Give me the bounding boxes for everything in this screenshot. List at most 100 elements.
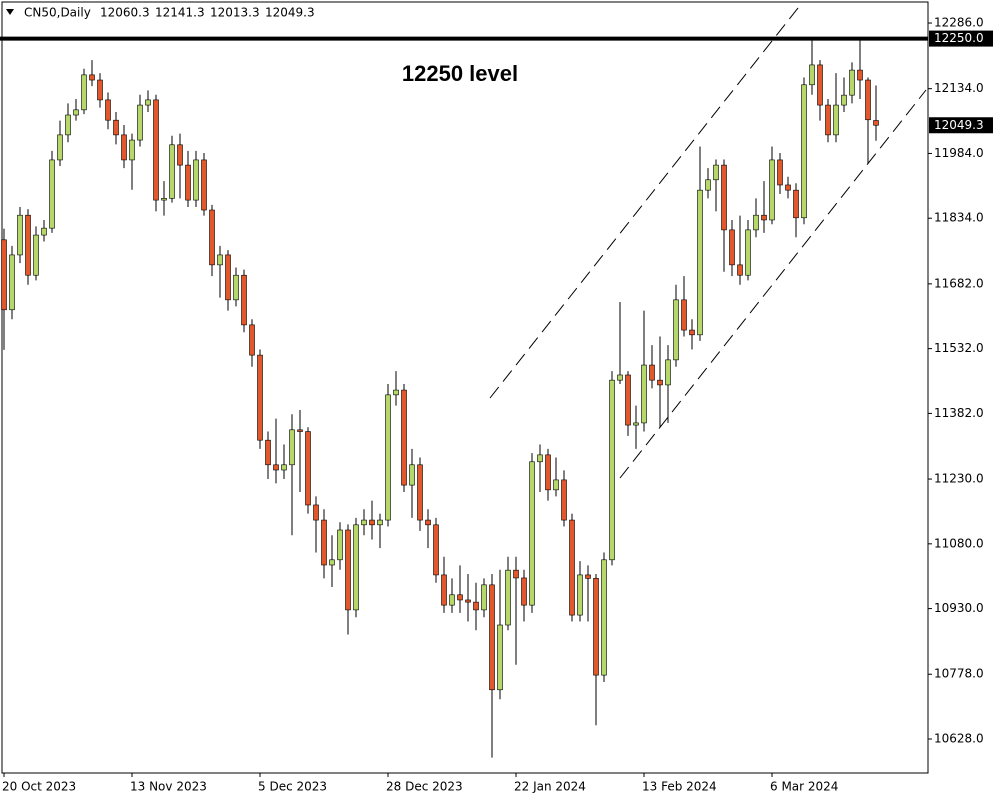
candle-body	[97, 79, 103, 101]
candle-body	[425, 519, 431, 526]
y-tick-label: 11080.0	[934, 536, 984, 550]
candle-body	[577, 574, 583, 616]
candle-body	[737, 264, 743, 276]
candle-body	[153, 99, 159, 201]
channel-lower	[619, 89, 927, 479]
x-tick-label: 22 Jan 2024	[514, 780, 586, 794]
candle-body	[193, 159, 199, 201]
x-tick-label: 13 Feb 2024	[642, 780, 717, 794]
y-tick-label: 11984.0	[934, 146, 984, 160]
candle-body	[497, 624, 503, 691]
candle-body	[705, 179, 711, 191]
candle-body	[393, 389, 399, 396]
candle-body	[529, 461, 535, 606]
candle-body	[561, 479, 567, 521]
candle-body	[809, 64, 815, 86]
candle-body	[745, 229, 751, 276]
candle-body	[465, 599, 471, 603]
candle-body	[209, 209, 215, 266]
candle-body	[665, 359, 671, 386]
candle-body	[793, 189, 799, 219]
candle-body	[769, 159, 775, 221]
candle-body	[361, 519, 367, 526]
candle-body	[185, 164, 191, 201]
candle-body	[313, 504, 319, 521]
candle-body	[673, 299, 679, 361]
candle-body	[9, 254, 15, 311]
candle-body	[489, 584, 495, 691]
candle-body	[297, 429, 303, 432]
last-price-label: 12049.3	[934, 118, 984, 132]
candle-body	[105, 99, 111, 121]
candle-body	[353, 524, 359, 611]
candle-body	[825, 104, 831, 136]
candle-body	[721, 164, 727, 231]
y-tick-label: 11382.0	[934, 406, 984, 420]
candle-body	[1, 239, 7, 311]
last-price-box	[929, 117, 993, 134]
y-tick-label: 12134.0	[934, 81, 984, 95]
candle-body	[545, 454, 551, 491]
symbol-title: CN50,Daily	[24, 6, 91, 20]
candle-body	[241, 274, 247, 326]
candle-body	[633, 422, 639, 426]
candle-body	[449, 594, 455, 606]
candle-body	[865, 79, 871, 121]
y-tick-label: 12286.0	[934, 16, 984, 30]
candle-body	[457, 594, 463, 601]
candle-body	[145, 99, 151, 106]
candle-body	[289, 429, 295, 466]
candle-body	[305, 431, 311, 506]
candle-body	[201, 159, 207, 211]
candle-body	[713, 164, 719, 181]
candle-body	[473, 601, 479, 611]
candle-body	[113, 119, 119, 136]
candle-body	[25, 214, 31, 276]
x-tick-label: 6 Mar 2024	[770, 780, 838, 794]
candle-body	[57, 134, 63, 161]
candle-body	[177, 144, 183, 166]
candle-body	[337, 529, 343, 561]
candle-body	[433, 524, 439, 576]
y-tick-label: 11834.0	[934, 211, 984, 225]
candle-body	[657, 379, 663, 386]
header-close: 12049.3	[265, 6, 315, 20]
candle-body	[233, 274, 239, 301]
candle-body	[161, 198, 167, 201]
candle-body	[569, 519, 575, 616]
candle-body	[129, 139, 135, 161]
x-tick-label: 28 Dec 2023	[386, 780, 463, 794]
annotation: 12250 level	[402, 61, 518, 86]
candle-body	[697, 189, 703, 336]
candle-body	[481, 584, 487, 611]
candle-body	[73, 109, 79, 116]
y-tick-label: 10930.0	[934, 601, 984, 615]
candle-body	[833, 104, 839, 136]
candle-body	[65, 114, 71, 136]
candle-body	[33, 234, 39, 276]
candle-body	[505, 569, 511, 626]
menu-arrow[interactable]	[6, 9, 14, 15]
candle-body	[617, 374, 623, 381]
y-tick-label: 11230.0	[934, 472, 984, 486]
candle-body	[753, 214, 759, 231]
candle-body	[81, 74, 87, 111]
candle-body	[641, 364, 647, 424]
candle-body	[41, 227, 47, 236]
x-tick-label: 13 Nov 2023	[130, 780, 207, 794]
candle-body	[777, 159, 783, 186]
candle-body	[273, 464, 279, 471]
candle-body	[689, 329, 695, 336]
header-high: 12141.3	[155, 6, 205, 20]
candle-body	[585, 574, 591, 579]
candle-body	[249, 324, 255, 356]
candle-body	[537, 454, 543, 463]
candle-body	[17, 214, 23, 256]
candle-body	[401, 389, 407, 486]
candle-body	[137, 104, 143, 141]
candle-body	[169, 144, 175, 199]
candle-body	[649, 364, 655, 381]
candle-body	[601, 559, 607, 676]
y-tick-label: 10628.0	[934, 732, 984, 746]
